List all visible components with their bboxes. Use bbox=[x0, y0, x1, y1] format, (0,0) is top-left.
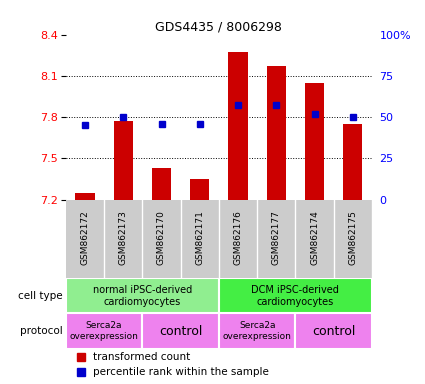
Text: control: control bbox=[312, 324, 355, 338]
Bar bbox=[66, 313, 142, 349]
Bar bbox=[219, 200, 257, 278]
Text: Serca2a
overexpression: Serca2a overexpression bbox=[70, 321, 139, 341]
Bar bbox=[295, 200, 334, 278]
Bar bbox=[181, 200, 219, 278]
Text: control: control bbox=[159, 324, 202, 338]
Text: GSM862172: GSM862172 bbox=[80, 210, 90, 265]
Text: GSM862171: GSM862171 bbox=[195, 210, 204, 265]
Bar bbox=[76, 193, 94, 200]
Bar bbox=[295, 313, 372, 349]
Bar bbox=[229, 53, 247, 200]
Bar bbox=[152, 168, 171, 200]
Bar bbox=[267, 66, 286, 200]
Text: GSM862170: GSM862170 bbox=[157, 210, 166, 265]
Text: DCM iPSC-derived
cardiomyocytes: DCM iPSC-derived cardiomyocytes bbox=[252, 285, 339, 306]
Bar bbox=[66, 200, 104, 278]
Bar bbox=[104, 200, 142, 278]
Text: GSM862173: GSM862173 bbox=[119, 210, 128, 265]
Bar bbox=[219, 278, 372, 313]
Text: cell type: cell type bbox=[18, 291, 66, 301]
Text: percentile rank within the sample: percentile rank within the sample bbox=[94, 367, 269, 377]
Bar bbox=[113, 121, 133, 200]
Bar bbox=[190, 179, 209, 200]
Bar bbox=[343, 124, 362, 200]
Text: normal iPSC-derived
cardiomyocytes: normal iPSC-derived cardiomyocytes bbox=[93, 285, 192, 306]
Bar bbox=[219, 313, 295, 349]
Bar bbox=[257, 200, 295, 278]
Bar bbox=[66, 278, 219, 313]
Text: GSM862177: GSM862177 bbox=[272, 210, 281, 265]
Bar bbox=[142, 313, 219, 349]
Text: GSM862175: GSM862175 bbox=[348, 210, 357, 265]
Bar bbox=[334, 200, 372, 278]
Text: protocol: protocol bbox=[20, 326, 66, 336]
Bar bbox=[142, 200, 181, 278]
Text: Serca2a
overexpression: Serca2a overexpression bbox=[223, 321, 292, 341]
Text: GSM862176: GSM862176 bbox=[233, 210, 243, 265]
Text: GSM862174: GSM862174 bbox=[310, 210, 319, 265]
Title: GDS4435 / 8006298: GDS4435 / 8006298 bbox=[156, 20, 282, 33]
Text: transformed count: transformed count bbox=[94, 352, 191, 362]
Bar bbox=[305, 83, 324, 200]
